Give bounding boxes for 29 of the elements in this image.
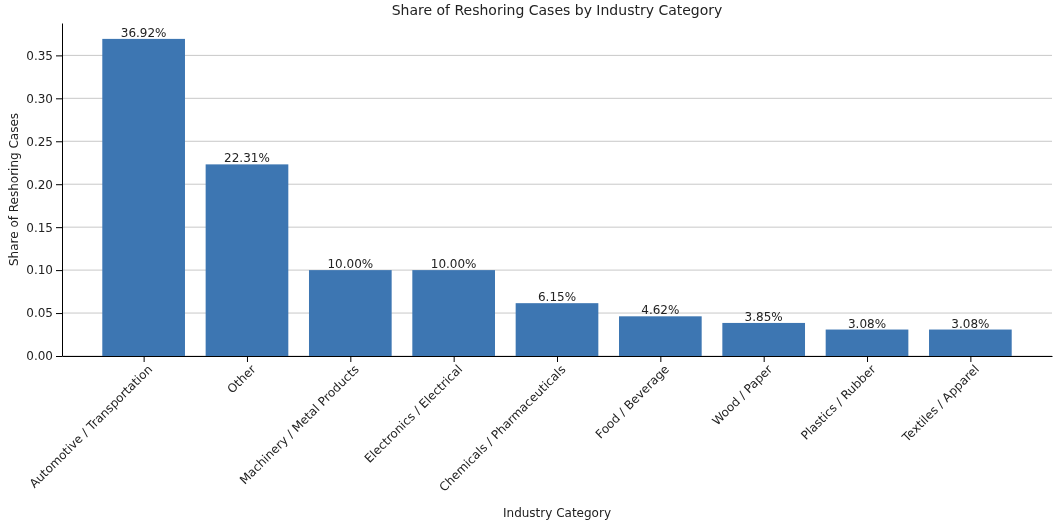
bar — [515, 303, 599, 356]
data-label: 10.00% — [430, 257, 477, 272]
data-label: 36.92% — [120, 25, 167, 40]
bar — [722, 322, 806, 356]
y-tick-label: 0.05 — [26, 306, 53, 321]
data-label: 10.00% — [327, 257, 374, 272]
y-tick-label: 0.10 — [26, 263, 53, 278]
y-tick-label: 0.25 — [26, 134, 53, 149]
data-label: 4.62% — [641, 303, 680, 318]
bar — [205, 164, 289, 356]
data-label: 3.08% — [951, 316, 990, 331]
chart-title: Share of Reshoring Cases by Industry Category — [391, 2, 723, 18]
bar — [929, 329, 1012, 356]
y-tick-label: 0.35 — [26, 48, 53, 63]
bar — [102, 38, 185, 356]
y-tick-label: 0.30 — [26, 91, 53, 106]
bar — [308, 270, 392, 356]
data-label: 22.31% — [224, 151, 270, 166]
y-tick-label: 0.20 — [26, 177, 53, 192]
data-label: 3.08% — [847, 316, 887, 331]
x-axis-title: Industry Category — [503, 506, 611, 520]
bar — [619, 316, 702, 356]
data-label: 6.15% — [537, 290, 577, 305]
bar — [825, 329, 909, 356]
y-tick-label: 0.00 — [26, 349, 53, 364]
bar — [412, 270, 495, 356]
y-axis-title: Share of Reshoring Cases — [7, 112, 21, 267]
data-label: 3.85% — [744, 309, 783, 324]
y-tick-label: 0.15 — [26, 220, 53, 235]
